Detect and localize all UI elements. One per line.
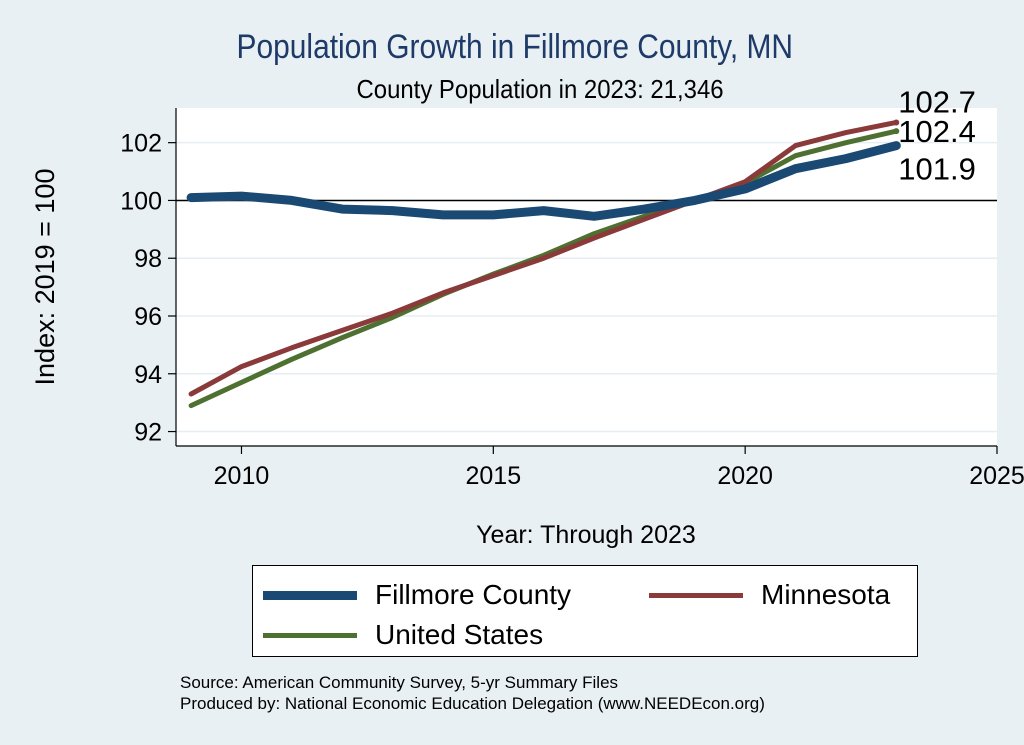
legend-swatch-fillmore bbox=[263, 590, 357, 600]
legend-swatch-minnesota bbox=[649, 592, 743, 598]
y-tick-label: 96 bbox=[134, 303, 162, 331]
x-tick-label: 2010 bbox=[214, 462, 270, 490]
plot-area bbox=[176, 108, 997, 446]
chart-title: Population Growth in Fillmore County, MN bbox=[236, 28, 794, 66]
end-point bbox=[893, 119, 900, 126]
legend-item-fillmore: Fillmore County bbox=[263, 579, 571, 611]
produced-by-line: Produced by: National Economic Education… bbox=[180, 694, 765, 713]
chart-subtitle: County Population in 2023: 21,346 bbox=[356, 74, 724, 104]
end-value-label: 101.9 bbox=[898, 152, 976, 187]
source-note: Source: American Community Survey, 5-yr … bbox=[180, 672, 765, 714]
legend-swatch-us bbox=[263, 632, 357, 638]
source-line: Source: American Community Survey, 5-yr … bbox=[180, 673, 619, 692]
legend-label-us: United States bbox=[375, 619, 544, 650]
x-tick-label: 2020 bbox=[717, 462, 773, 490]
end-value-label: 102.4 bbox=[898, 114, 976, 149]
legend-item-us: United States bbox=[263, 619, 543, 651]
legend-item-minnesota: Minnesota bbox=[649, 579, 890, 611]
legend: Fillmore County Minnesota United States bbox=[252, 565, 918, 657]
y-tick-label: 102 bbox=[120, 130, 162, 158]
series-line-united-states bbox=[188, 128, 899, 409]
legend-label-minnesota: Minnesota bbox=[761, 579, 891, 610]
x-axis-label: Year: Through 2023 bbox=[476, 521, 696, 549]
end-point bbox=[893, 142, 900, 149]
y-tick-label: 100 bbox=[120, 187, 162, 215]
series-line-fillmore-county bbox=[186, 141, 901, 221]
y-axis-label: Index: 2019 = 100 bbox=[30, 169, 60, 386]
legend-label-fillmore: Fillmore County bbox=[375, 579, 572, 610]
end-point bbox=[893, 128, 900, 135]
y-tick-label: 98 bbox=[134, 245, 162, 273]
y-tick-label: 94 bbox=[134, 361, 162, 389]
x-tick-label: 2015 bbox=[466, 462, 522, 490]
y-tick-label: 92 bbox=[134, 419, 162, 447]
end-value-label: 102.7 bbox=[898, 84, 976, 119]
x-tick-label: 2025 bbox=[969, 462, 1024, 490]
series-line-minnesota bbox=[188, 119, 899, 397]
